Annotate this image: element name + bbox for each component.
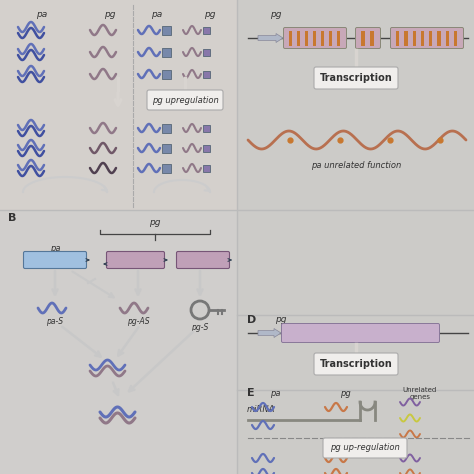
Bar [0,210,237,474]
Bar [203,125,210,131]
Bar [162,26,171,35]
Bar [203,71,210,78]
Text: pg: pg [270,9,282,18]
FancyBboxPatch shape [107,252,164,268]
Bar [321,30,324,46]
Bar [446,30,449,46]
Bar [0,0,237,210]
Text: pg-AS: pg-AS [127,318,149,327]
FancyBboxPatch shape [314,353,398,375]
Bar [203,164,210,172]
Bar [305,30,308,46]
FancyArrow shape [258,34,283,43]
Bar [237,315,474,390]
Bar [162,164,171,173]
Bar [429,30,432,46]
Bar [313,30,316,46]
Text: pa: pa [270,389,281,398]
Text: pa unrelated function: pa unrelated function [311,161,401,170]
FancyArrow shape [258,328,281,337]
FancyBboxPatch shape [176,252,229,268]
Bar [412,30,416,46]
Bar [404,30,408,46]
Text: pa-S: pa-S [46,318,64,327]
Bar [162,144,171,153]
FancyBboxPatch shape [283,27,346,48]
Text: pa: pa [151,9,163,18]
Text: Transcription: Transcription [319,359,392,369]
Bar [203,145,210,152]
Text: pg: pg [340,389,351,398]
Bar [396,30,400,46]
FancyBboxPatch shape [24,252,86,268]
Bar [162,124,171,133]
Text: pg: pg [149,218,161,227]
Text: B: B [8,213,17,223]
Text: miRNA: miRNA [247,405,275,414]
Text: D: D [247,315,256,325]
FancyBboxPatch shape [147,90,223,110]
Text: pg: pg [204,9,216,18]
Bar [438,30,441,46]
FancyBboxPatch shape [356,27,381,48]
Bar [421,30,424,46]
Text: pg upregulation: pg upregulation [152,95,219,104]
Text: pa: pa [36,9,47,18]
Bar [370,30,374,46]
Bar [454,30,457,46]
Text: pg: pg [275,316,286,325]
Text: pa: pa [50,244,60,253]
Bar [361,30,365,46]
Bar [337,30,340,46]
Bar [329,30,332,46]
Text: pg-S: pg-S [191,322,209,331]
Bar [289,30,292,46]
Bar [297,30,300,46]
Bar [162,47,171,56]
Text: pg: pg [104,9,116,18]
Text: E: E [247,388,255,398]
Text: pg up-regulation: pg up-regulation [330,444,400,453]
Bar [162,70,171,79]
Bar [237,0,474,315]
FancyBboxPatch shape [314,67,398,89]
Bar [237,390,474,474]
FancyBboxPatch shape [323,438,407,458]
FancyBboxPatch shape [391,27,464,48]
Text: Transcription: Transcription [319,73,392,83]
Text: Unrelated
genes: Unrelated genes [403,386,437,400]
Bar [203,27,210,34]
FancyBboxPatch shape [282,323,439,343]
Bar [203,48,210,55]
